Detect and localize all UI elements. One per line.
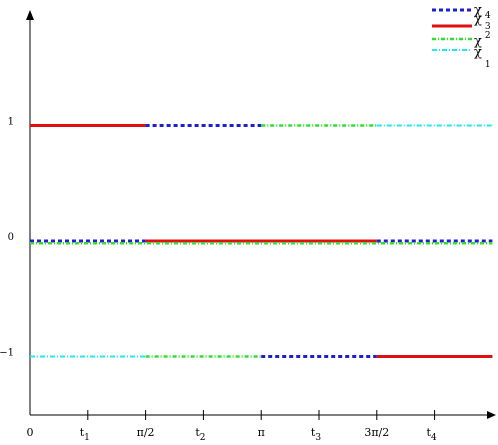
x-tick-label-2: π/2 [137,426,155,439]
x-tick-label-0: 0 [27,426,34,439]
x-tick-label-4: π [258,426,265,439]
x-tick-label-5: t3 [311,426,321,443]
y-tick-label-1: 0 [8,232,14,243]
x-tick-label-6: 3π/2 [364,426,389,439]
x-tick-label-7: t4 [427,426,437,443]
legend-sub-2: 2 [485,31,491,41]
y-tick-label-2: −1 [0,348,14,359]
x-axis-arrow [487,411,496,419]
x-tick-sub-5: 3 [315,433,321,443]
legend-sub-4: 4 [485,11,491,21]
y-tick-label-0: 1 [8,117,14,128]
legend-label-1: χ1 [474,45,491,70]
x-tick-label-1: t1 [80,426,90,443]
x-tick-sub-7: 4 [431,433,437,443]
x-tick-sub-1: 1 [84,433,90,443]
legend-sub-1: 1 [485,60,491,70]
x-tick-label-3: t2 [195,426,205,443]
legend: χ 4χ 3χ 2χ1 [432,3,491,70]
series-layer [30,124,493,358]
legend-sub-3: 3 [485,22,491,32]
tick-labels: 0 t1 π/2 t2 π t3 3π/2 t4 1 0 −1 [0,117,437,444]
y-axis-arrow [26,10,34,20]
x-tick-sub-3: 2 [200,433,206,443]
